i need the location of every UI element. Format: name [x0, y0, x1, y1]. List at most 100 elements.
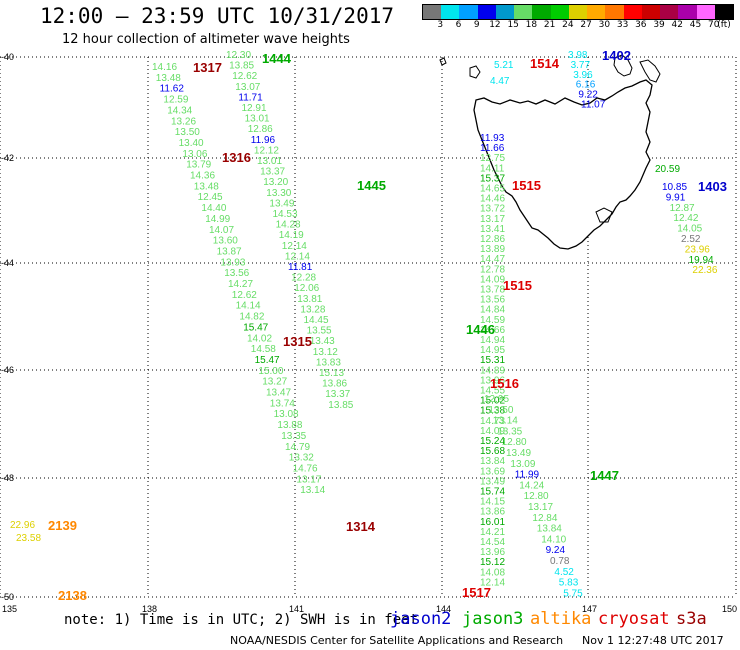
swh-value: 13.96	[480, 547, 505, 558]
swh-value: 12.91	[242, 103, 267, 114]
swh-value: 13.56	[480, 295, 505, 306]
swh-value: 13.72	[480, 204, 505, 215]
swh-value: 14.14	[236, 301, 261, 312]
swh-value: 3.96	[573, 70, 593, 81]
swh-value: 14.24	[519, 480, 544, 491]
lon-tick-label: 144	[436, 604, 451, 614]
swh-value: 15.74	[480, 487, 505, 498]
legend-label: 70	[708, 20, 720, 30]
swh-value: 13.30	[266, 188, 291, 199]
swh-value: 14.21	[480, 527, 505, 538]
swh-value: 12.59	[163, 95, 188, 106]
island-outline	[595, 207, 613, 223]
swh-value: 15.37	[480, 173, 505, 184]
swh-value: 13.85	[328, 400, 353, 411]
swh-value: 0.78	[550, 556, 570, 567]
swh-value: 12.80	[524, 491, 549, 502]
lat-tick-label: -50	[1, 592, 14, 602]
swh-value: 13.08	[274, 409, 299, 420]
swh-value: 22.36	[692, 265, 717, 276]
swh-value: 13.01	[245, 114, 270, 125]
swh-value: 22.96	[10, 520, 35, 531]
swh-value: 14.45	[304, 315, 329, 326]
swh-value: 14.53	[273, 209, 298, 220]
swh-value: 14.73	[480, 416, 505, 427]
lat-lon-grid: 135 138 141 144 147 150 -40 -42 -44 -46 -48 -50	[0, 52, 737, 614]
swh-value: 13.49	[480, 476, 505, 487]
swh-value: 13.41	[480, 224, 505, 235]
swh-value: 12.62	[232, 71, 257, 82]
footer-credit: NOAA/NESDIS Center for Satellite Applica…	[230, 634, 564, 647]
swh-value: 13.40	[179, 138, 204, 149]
swh-value: 13.69	[480, 466, 505, 477]
satellite-s3a: s3a	[676, 609, 707, 629]
swh-value: 14.47	[480, 254, 505, 265]
satellite-cryosat: cryosat	[598, 609, 670, 629]
swh-value: 14.05	[677, 224, 702, 235]
swh-value: 13.48	[156, 73, 181, 84]
swh-value: 12.75	[480, 153, 505, 164]
swh-value: 13.81	[297, 294, 322, 305]
swh-value: 11.62	[160, 84, 185, 95]
pass-numbers: 1444 1317 1316 1445 1315 1314 1514 1402 1515 1403…	[48, 48, 727, 603]
legend-label: 42	[671, 20, 684, 30]
swh-value: 13.85	[229, 61, 254, 72]
swh-value: 5.83	[559, 578, 579, 589]
swh-value: 13.49	[269, 198, 294, 209]
swh-value: 15.12	[480, 557, 505, 568]
swh-value: 12.80	[502, 437, 527, 448]
swh-value: 11.96	[251, 135, 276, 146]
pass-number-label: 1444	[262, 51, 292, 66]
pass-number-label: 1403	[698, 179, 727, 194]
swh-value: 14.08	[480, 567, 505, 578]
lat-tick-label: -40	[1, 52, 14, 62]
swh-value: 13.55	[307, 326, 332, 337]
swh-value: 5.21	[494, 60, 514, 71]
swh-value: 14.82	[239, 312, 264, 323]
swh-value: 13.60	[213, 236, 238, 247]
swh-value: 12.30	[226, 50, 251, 61]
swh-value: 12.86	[248, 124, 273, 135]
satellite-altika: altika	[530, 609, 592, 629]
legend-label: 39	[653, 20, 665, 30]
swh-value: 12.62	[232, 290, 257, 301]
lat-tick-label: -44	[1, 258, 14, 268]
swh-value: 15.31	[480, 355, 505, 366]
swh-value: 13.74	[270, 398, 295, 409]
swh-value: 23.96	[685, 244, 710, 255]
swh-value: 14.07	[209, 225, 234, 236]
legend-swatch	[495, 5, 515, 19]
swh-value: 13.87	[217, 246, 242, 257]
swh-value: 14.55	[480, 386, 505, 397]
swh-value: 13.32	[289, 453, 314, 464]
pass-number-label: 1402	[602, 48, 631, 63]
swh-value: 15.24	[480, 436, 505, 447]
legend-swatch	[714, 5, 733, 19]
swh-value: 12.14	[282, 241, 307, 252]
color-scale-labels: 3 6 9 12 15 18 21 24 27 30 33 36 39 42 45 70 (ft)	[422, 20, 732, 32]
swh-value: 13.12	[313, 347, 338, 358]
swh-value: 13.09	[510, 459, 535, 470]
pass-number-label: 1447	[590, 468, 619, 483]
pass-number-label: 1316	[222, 150, 251, 165]
island-outline	[613, 54, 633, 77]
swh-value: 14.10	[541, 534, 566, 545]
swh-value: 14.27	[228, 279, 253, 290]
legend-swatch	[641, 5, 661, 19]
swh-value: 15.02	[480, 396, 505, 407]
swh-value: 13.56	[224, 268, 249, 279]
satellite-jason2: jason2	[390, 609, 452, 629]
swh-value: 13.17	[528, 502, 553, 513]
swh-value: 13.28	[300, 304, 325, 315]
swh-value: 14.59	[480, 315, 505, 326]
footer-timestamp: Nov 1 12:27:48 UTC 2017	[582, 634, 724, 647]
swh-value: 13.14	[300, 485, 325, 496]
swh-value: 3.77	[571, 60, 591, 71]
legend-swatch	[441, 5, 460, 19]
swh-value: 14.99	[205, 214, 230, 225]
tasmania-coastline	[473, 79, 653, 250]
swh-value: 14.40	[201, 203, 226, 214]
legend-label: 36	[635, 20, 647, 30]
legend-swatch	[568, 5, 588, 19]
swh-value: 10.85	[662, 182, 687, 193]
